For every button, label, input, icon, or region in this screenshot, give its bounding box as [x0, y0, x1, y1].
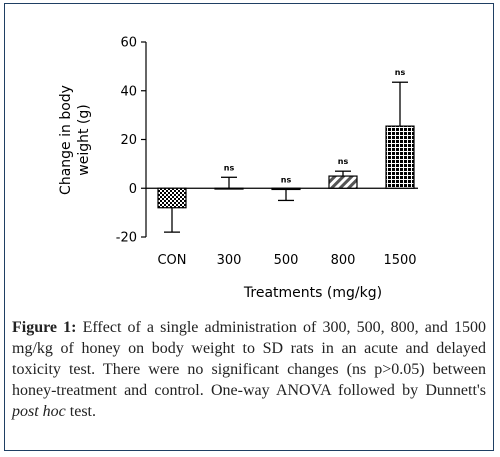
significance-label-1500: ns — [395, 68, 406, 77]
labels: -20 0 20 40 60 CON ns 300 ns 500 ns 800 ns 1500 Treatm… — [58, 36, 417, 302]
x-category-label: 300 — [217, 253, 242, 268]
y-tick-label: -20 — [116, 231, 137, 246]
y-tick-label: 20 — [120, 133, 137, 148]
bar-1500 — [385, 125, 415, 189]
y-tick-label: 40 — [120, 84, 137, 99]
x-category-label: 800 — [331, 253, 356, 268]
y-tick-label: 0 — [129, 182, 137, 197]
caption-italic-text: post hoc — [12, 403, 66, 420]
x-category-label: 500 — [274, 253, 299, 268]
caption-text-end: test. — [65, 403, 96, 420]
y-tick-label: 60 — [120, 36, 137, 51]
y-axis-title: Change in body weight (g) — [58, 85, 92, 195]
x-category-label: 1500 — [383, 253, 416, 268]
significance-label-500: ns — [281, 175, 292, 184]
bar-chart: -20 0 20 40 60 CON ns 300 ns 500 ns 800 ns 1500 Treatm… — [58, 36, 418, 302]
caption-text: Effect of a single administration of 300… — [12, 319, 487, 399]
y-axis-title-line: weight (g) — [76, 104, 92, 175]
bar-500 — [271, 187, 301, 191]
significance-label-300: ns — [224, 163, 235, 172]
figure-caption: Figure 1: Effect of a single administrat… — [12, 317, 486, 422]
significance-label-800: ns — [338, 157, 349, 166]
bar-800 — [328, 175, 358, 189]
figure-frame — [4, 3, 494, 451]
bars — [157, 81, 415, 233]
x-axis-title: Treatments (mg/kg) — [243, 285, 382, 301]
bar-300 — [214, 187, 244, 190]
bar-CON — [157, 187, 187, 209]
caption-label: Figure 1: — [12, 319, 77, 336]
y-axis-title-line: Change in body — [58, 85, 74, 195]
x-category-label: CON — [157, 253, 186, 268]
